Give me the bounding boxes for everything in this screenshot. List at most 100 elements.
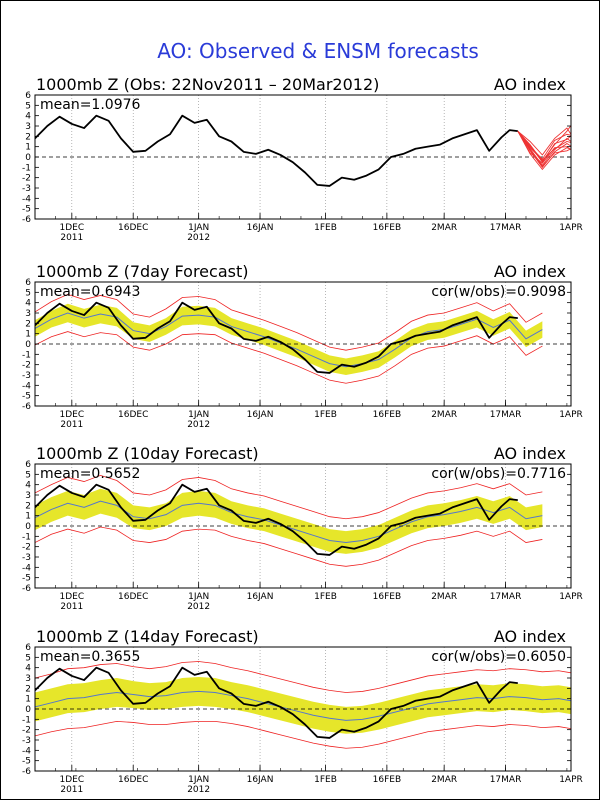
envelope-upper xyxy=(35,293,543,351)
y-tick-label: -1 xyxy=(22,532,31,542)
mean-label: mean=0.6943 xyxy=(40,284,140,300)
x-tick-label: 17MAR xyxy=(490,592,522,602)
x-tick-label: 17MAR xyxy=(490,775,522,785)
y-tick-label: 0 xyxy=(25,340,31,350)
plot-area xyxy=(35,464,571,588)
x-tick-label: 16DEC xyxy=(118,592,148,602)
y-tick-label: -6 xyxy=(22,767,31,777)
y-tick-label: 1 xyxy=(25,143,31,153)
y-tick-label: 5 xyxy=(25,101,31,111)
envelope-upper xyxy=(35,474,543,520)
y-tick-label: 6 xyxy=(25,278,31,288)
spread-band xyxy=(35,488,543,554)
x-tick-label: 1JAN xyxy=(188,775,209,785)
mean-label: mean=0.3655 xyxy=(40,649,140,665)
x-tick-label: 1DEC xyxy=(60,410,85,420)
x-tick-label: 1FEB xyxy=(314,410,337,420)
y-tick-label: -3 xyxy=(22,184,31,194)
x-tick-label: 2MAR xyxy=(431,592,457,602)
x-tick-label: 16JAN xyxy=(247,410,274,420)
x-tick-label: 16DEC xyxy=(118,223,148,233)
ensemble-mean-line xyxy=(35,690,571,721)
panel-right-label: AO index xyxy=(494,627,566,646)
correlation-label: cor(w/obs)=0.9098 xyxy=(431,284,566,300)
x-tick-label: 1JAN xyxy=(188,223,209,233)
correlation-label: cor(w/obs)=0.6050 xyxy=(431,649,566,665)
y-tick-label: 3 xyxy=(25,309,31,319)
x-tick-label: 16JAN xyxy=(247,592,274,602)
x-tick-label: 2MAR xyxy=(431,410,457,420)
y-tick-label: -3 xyxy=(22,553,31,563)
x-tick-label: 1DEC xyxy=(60,223,85,233)
panel-3: 1000mb Z (14day Forecast) AO index-6-5-4-… xyxy=(22,627,583,795)
x-tick-label: 17MAR xyxy=(490,223,522,233)
x-tick-label: 2MAR xyxy=(431,223,457,233)
y-tick-label: -3 xyxy=(22,371,31,381)
y-tick-label: 5 xyxy=(25,470,31,480)
x-tick-label: 1APR xyxy=(559,592,583,602)
x-tick-label: 1JAN xyxy=(188,592,209,602)
forecast-member-line xyxy=(517,130,571,167)
forecast-member-line xyxy=(517,130,571,163)
envelope-lower xyxy=(35,526,543,567)
y-tick-label: 0 xyxy=(25,153,31,163)
x-tick-label: 16JAN xyxy=(247,223,274,233)
mean-label: mean=0.5652 xyxy=(40,466,140,482)
x-tick-label: 1FEB xyxy=(314,223,337,233)
y-tick-label: -5 xyxy=(22,757,31,767)
y-tick-label: 4 xyxy=(25,299,31,309)
y-tick-label: -5 xyxy=(22,392,31,402)
y-tick-label: 6 xyxy=(25,91,31,101)
y-tick-label: 2 xyxy=(25,132,31,142)
forecast-member-line xyxy=(517,130,571,161)
x-tick-label: 16JAN xyxy=(247,775,274,785)
x-tick-label: 1APR xyxy=(559,410,583,420)
y-tick-label: -1 xyxy=(22,163,31,173)
y-tick-label: 1 xyxy=(25,330,31,340)
y-tick-label: -4 xyxy=(22,381,31,391)
y-tick-label: 3 xyxy=(25,491,31,501)
x-tick-label: 16FEB xyxy=(373,775,402,785)
x-tick-label: 1FEB xyxy=(314,775,337,785)
envelope-upper xyxy=(35,661,571,693)
y-tick-label: 6 xyxy=(25,460,31,470)
y-tick-label: -4 xyxy=(22,194,31,204)
panel-0: 1000mb Z (Obs: 22Nov2011 – 20Mar2012) AO … xyxy=(22,75,583,243)
y-tick-label: 5 xyxy=(25,288,31,298)
x-tick-label: 16DEC xyxy=(118,775,148,785)
panel-right-label: AO index xyxy=(494,262,566,281)
x-tick-label: 1APR xyxy=(559,775,583,785)
x-tick-year-label: 2012 xyxy=(187,420,210,430)
x-tick-label: 1APR xyxy=(559,223,583,233)
correlation-label: cor(w/obs)=0.7716 xyxy=(431,466,566,482)
mean-label: mean=1.0976 xyxy=(40,97,141,113)
spread-band xyxy=(35,676,571,734)
x-tick-label: 16FEB xyxy=(373,223,402,233)
panel-2: 1000mb Z (10day Forecast) AO index-6-5-4-… xyxy=(22,444,583,612)
panel-1: 1000mb Z (7day Forecast) AO index -6-5-4-3… xyxy=(22,262,583,430)
y-tick-label: 1 xyxy=(25,512,31,522)
forecast-member-line xyxy=(517,127,571,156)
forecast-member-line xyxy=(517,130,571,168)
x-tick-label: 1FEB xyxy=(314,592,337,602)
x-tick-label: 2MAR xyxy=(431,775,457,785)
y-tick-label: 3 xyxy=(25,122,31,132)
plot-area xyxy=(35,95,571,219)
y-tick-label: -6 xyxy=(22,402,31,412)
observed-line xyxy=(35,301,518,374)
y-tick-label: -1 xyxy=(22,715,31,725)
y-tick-label: -2 xyxy=(22,174,31,184)
ensemble-mean-line xyxy=(35,500,543,544)
panel-title: 1000mb Z (10day Forecast) xyxy=(36,444,259,463)
y-tick-label: 1 xyxy=(25,695,31,705)
observed-line xyxy=(35,483,518,556)
y-tick-label: -2 xyxy=(22,543,31,553)
panel-title: 1000mb Z (7day Forecast) xyxy=(36,262,248,281)
y-tick-label: 2 xyxy=(25,684,31,694)
forecast-member-line xyxy=(517,130,571,171)
x-tick-label: 17MAR xyxy=(490,410,522,420)
y-tick-label: 5 xyxy=(25,653,31,663)
y-tick-label: -4 xyxy=(22,746,31,756)
y-tick-label: 2 xyxy=(25,501,31,511)
x-tick-year-label: 2012 xyxy=(187,785,210,795)
